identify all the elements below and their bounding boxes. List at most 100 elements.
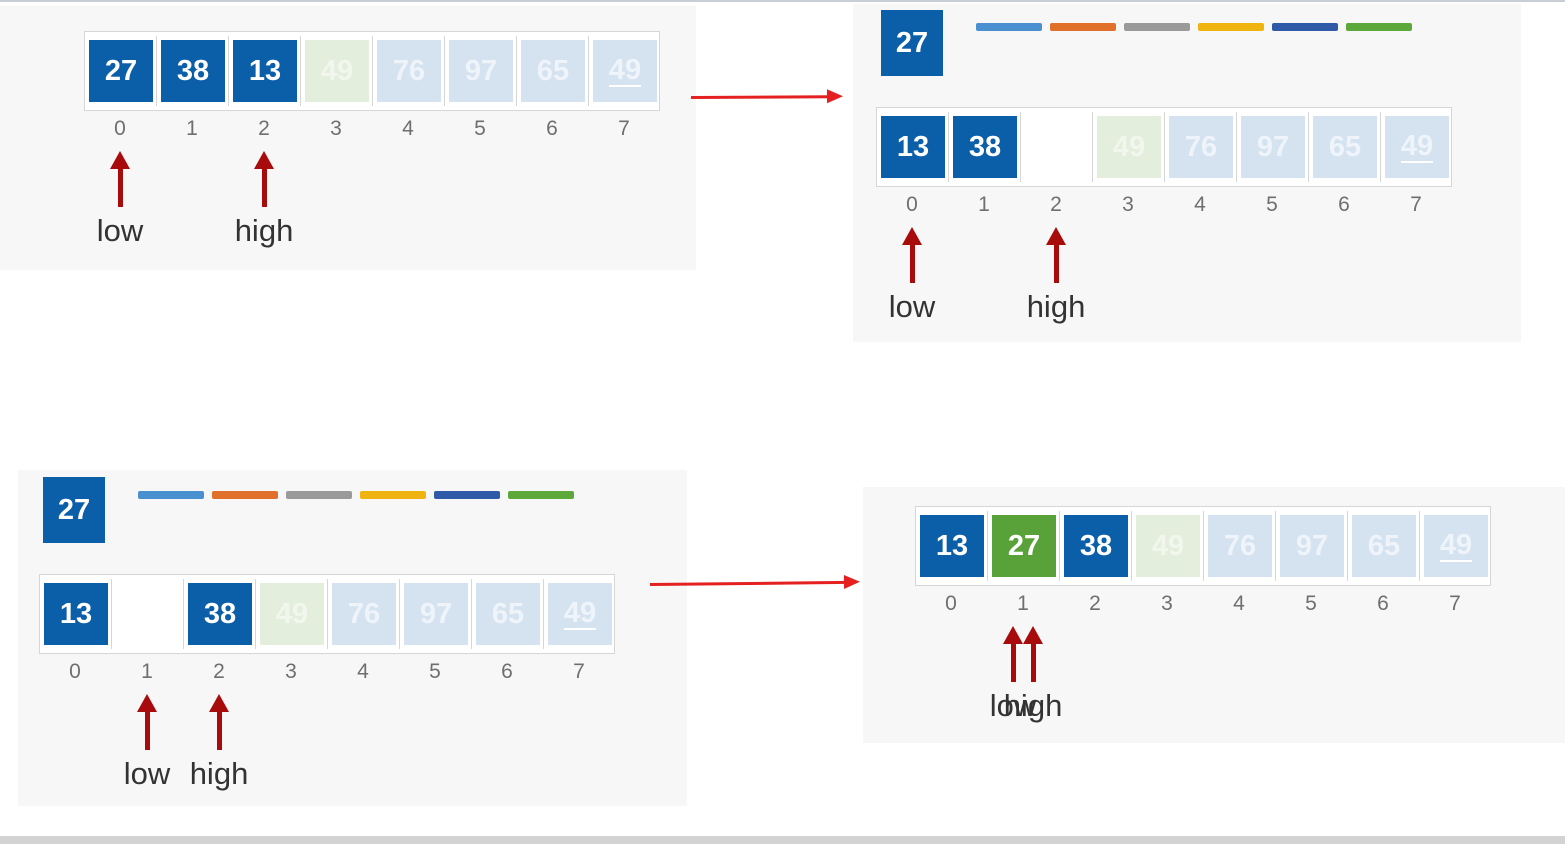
array-value: 97 [1241, 116, 1305, 178]
index-label: 1 [186, 117, 198, 140]
array-cell: 49 [589, 36, 661, 106]
arrow-shaft [217, 710, 222, 750]
top-border [0, 0, 1565, 2]
array-value: 38 [161, 40, 225, 102]
index-label: 6 [546, 117, 558, 140]
pointer-arrow-low [110, 151, 130, 207]
array-value-text: 49 [320, 54, 354, 87]
pointer-label-high: high [1003, 688, 1063, 723]
array-cell: 27 [988, 511, 1060, 581]
index-label: 7 [618, 117, 630, 140]
array-cell: 13 [40, 579, 112, 649]
array-cell: 65 [1309, 112, 1381, 182]
array-cell [112, 579, 184, 649]
arrow-shaft [145, 710, 150, 750]
array-value: 49 [593, 40, 657, 102]
array-value-text: 97 [419, 597, 453, 630]
legend-swatch [1050, 23, 1116, 31]
array-value: 65 [521, 40, 585, 102]
array-value: 97 [1280, 515, 1344, 577]
array-value-text: 13 [896, 130, 930, 163]
index-label: 5 [1266, 193, 1278, 216]
array-row: 13 27 38 49 76 97 65 49 [915, 506, 1491, 586]
pointer-label-high: high [189, 756, 249, 791]
index-label: 1 [141, 660, 153, 683]
array-value-text: 27 [1007, 529, 1041, 562]
array-cell: 76 [1165, 112, 1237, 182]
index-label: 4 [357, 660, 369, 683]
legend-swatch [360, 491, 426, 499]
index-label: 2 [1089, 592, 1101, 615]
array-value: 27 [89, 40, 153, 102]
array-value: 49 [1136, 515, 1200, 577]
array-value: 65 [1352, 515, 1416, 577]
index-label: 1 [978, 193, 990, 216]
pointer-label-low: low [989, 688, 1037, 723]
pointer-label-low: low [888, 289, 936, 324]
bottom-scrollbar [0, 836, 1565, 844]
index-label: 2 [213, 660, 225, 683]
array-value-text: 13 [248, 54, 282, 87]
pointer-arrow-low [902, 227, 922, 283]
array-value: 97 [404, 583, 468, 645]
index-label: 5 [474, 117, 486, 140]
array-value-text: 38 [968, 130, 1002, 163]
array-value-text: 13 [59, 597, 93, 630]
index-label: 0 [945, 592, 957, 615]
pointer-label-low: low [123, 756, 171, 791]
array-value: 38 [953, 116, 1017, 178]
array-cell: 76 [328, 579, 400, 649]
arrow-shaft [1054, 243, 1059, 283]
array-value [116, 583, 180, 645]
index-label: 3 [1122, 193, 1134, 216]
step-1-panel: 27 38 13 49 76 97 65 49 0 1 2 3 4 5 6 7 low high [0, 6, 696, 270]
array-cell: 97 [1276, 511, 1348, 581]
array-value-text: 38 [176, 54, 210, 87]
array-value-text: 76 [1223, 529, 1257, 562]
pointer-arrow-low [1003, 626, 1023, 682]
array-value-text: 13 [935, 529, 969, 562]
index-label: 6 [1377, 592, 1389, 615]
legend-swatch [1272, 23, 1338, 31]
array-cell: 97 [400, 579, 472, 649]
pointer-arrow-high [209, 694, 229, 750]
legend-swatch [1346, 23, 1412, 31]
array-value-text: 76 [347, 597, 381, 630]
index-label: 4 [402, 117, 414, 140]
index-label: 7 [573, 660, 585, 683]
pointer-arrow-high [1023, 626, 1043, 682]
array-value-text: 49 [1439, 529, 1473, 562]
array-value-text: 49 [1151, 529, 1185, 562]
arrow-shaft [118, 167, 123, 207]
array-cell [1021, 112, 1093, 182]
arrow-head [137, 694, 157, 712]
array-value: 27 [992, 515, 1056, 577]
array-value-text: 97 [464, 54, 498, 87]
arrow-head [1003, 626, 1023, 644]
array-cell: 38 [157, 36, 229, 106]
arrow-head [902, 227, 922, 245]
array-value: 49 [548, 583, 612, 645]
legend-swatch [138, 491, 204, 499]
array-value: 49 [1097, 116, 1161, 178]
array-value: 13 [44, 583, 108, 645]
array-value-text: 65 [536, 54, 570, 87]
legend-swatch [434, 491, 500, 499]
array-row: 27 38 13 49 76 97 65 49 [84, 31, 660, 111]
array-value: 13 [920, 515, 984, 577]
array-row: 13 38 49 76 97 65 49 [876, 107, 1452, 187]
legend-swatch [1198, 23, 1264, 31]
transition-arrow [690, 95, 832, 99]
array-value-text: 49 [563, 597, 597, 630]
index-label: 3 [1161, 592, 1173, 615]
step-2-panel: 27 13 38 49 76 97 65 49 0 1 2 3 4 5 6 7 low high [853, 4, 1521, 342]
array-value-text: 49 [1112, 130, 1146, 163]
arrow-head [254, 151, 274, 169]
legend-swatch [212, 491, 278, 499]
pointer-label-low: low [96, 213, 144, 248]
array-value-text: 27 [104, 54, 138, 87]
index-label: 2 [1050, 193, 1062, 216]
array-value: 38 [1064, 515, 1128, 577]
index-label: 0 [69, 660, 81, 683]
index-label: 3 [330, 117, 342, 140]
